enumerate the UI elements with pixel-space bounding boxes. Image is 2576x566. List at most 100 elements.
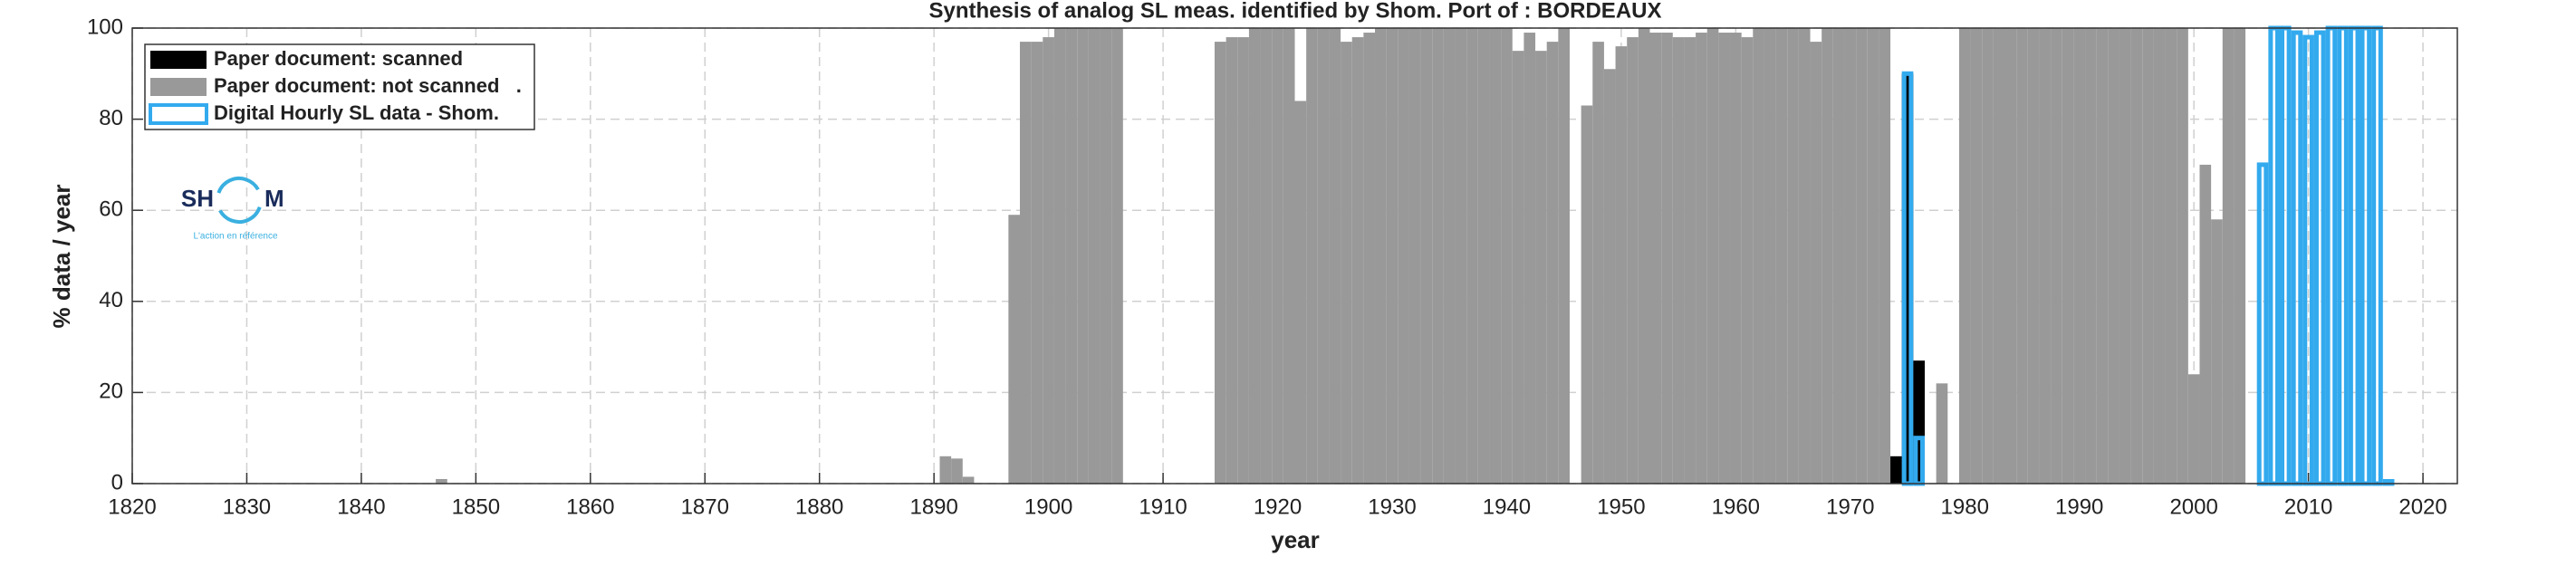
legend-swatch <box>150 51 207 69</box>
bar <box>1706 28 1719 484</box>
bar <box>1466 28 1478 484</box>
bar <box>2165 28 2177 484</box>
bar <box>1375 28 1387 484</box>
bar <box>2062 28 2074 484</box>
x-axis-label: year <box>1271 526 1320 553</box>
bar <box>1111 28 1123 484</box>
bar <box>1214 42 1226 484</box>
x-tick-label: 1950 <box>1597 494 1645 519</box>
bar <box>1053 28 1066 484</box>
bar <box>2119 28 2131 484</box>
bar <box>1787 28 1799 484</box>
y-tick-label: 0 <box>111 470 123 494</box>
bar <box>2130 28 2143 484</box>
bar <box>1592 42 1604 484</box>
bar <box>2027 28 2040 484</box>
bar <box>1982 28 1994 484</box>
bar <box>2153 28 2166 484</box>
bar <box>2039 28 2052 484</box>
x-tick-label: 1850 <box>452 494 500 519</box>
x-tick-label: 1980 <box>1941 494 1989 519</box>
bar <box>1890 456 1902 484</box>
bar <box>1684 37 1697 484</box>
bar <box>1753 28 1764 484</box>
x-tick-label: 1870 <box>681 494 729 519</box>
bar <box>2211 219 2223 484</box>
x-tick-label: 1990 <box>2055 494 2103 519</box>
bar <box>1398 28 1409 484</box>
legend-swatch <box>150 78 207 96</box>
bar <box>436 478 447 484</box>
bar <box>1581 105 1593 484</box>
bar <box>1065 28 1078 484</box>
bar <box>1329 28 1341 484</box>
bar <box>2108 28 2119 484</box>
logo-tagline: L'action en référence <box>193 232 278 242</box>
x-tick-label: 1940 <box>1483 494 1531 519</box>
bar <box>939 456 952 484</box>
bar <box>2085 28 2097 484</box>
bar <box>1341 42 1352 484</box>
bar <box>1260 28 1273 484</box>
x-tick-label: 1840 <box>337 494 385 519</box>
bar <box>2051 28 2062 484</box>
bar <box>1351 37 1364 484</box>
bar <box>1272 28 1283 484</box>
bar <box>1443 28 1456 484</box>
x-tick-label: 1910 <box>1139 494 1187 519</box>
x-tick-label: 2010 <box>2284 494 2332 519</box>
y-tick-label: 80 <box>99 106 123 130</box>
bar <box>1546 42 1559 484</box>
bar <box>1226 37 1238 484</box>
x-tick-label: 2000 <box>2169 494 2217 519</box>
bar <box>1718 33 1731 484</box>
bar <box>1764 28 1776 484</box>
bar <box>1031 42 1043 484</box>
bar <box>1730 33 1742 484</box>
bar <box>1558 28 1570 484</box>
bar <box>1317 28 1330 484</box>
logo-text: M <box>264 185 284 212</box>
bar <box>1100 28 1112 484</box>
bar <box>2096 28 2109 484</box>
x-tick-label: 1830 <box>223 494 271 519</box>
bar <box>2142 28 2154 484</box>
chart-title: Synthesis of analog SL meas. identified … <box>928 0 1661 23</box>
bar <box>2234 28 2246 484</box>
legend-label: Digital Hourly SL data - Shom. <box>214 101 499 124</box>
bar <box>2199 164 2212 484</box>
bar <box>1363 33 1376 484</box>
bar <box>1455 28 1467 484</box>
x-tick-label: 1970 <box>1826 494 1874 519</box>
bar <box>1306 28 1318 484</box>
bar <box>2187 374 2200 484</box>
x-tick-label: 1820 <box>108 494 156 519</box>
bar <box>2177 28 2188 484</box>
bar <box>1615 46 1628 484</box>
bar <box>951 458 963 484</box>
bar <box>1512 51 1524 484</box>
bar <box>1856 28 1868 484</box>
y-tick-label: 40 <box>99 288 123 312</box>
bar <box>1603 69 1616 484</box>
bar <box>1077 28 1089 484</box>
bar <box>962 476 975 484</box>
x-tick-label: 1890 <box>909 494 957 519</box>
bar <box>1844 28 1857 484</box>
legend-label: Paper document: scanned <box>214 47 463 70</box>
logo-text: SH <box>181 185 214 212</box>
y-tick-label: 100 <box>87 14 123 39</box>
bar <box>1649 33 1662 484</box>
bar <box>1248 28 1261 484</box>
x-tick-label: 1960 <box>1712 494 1760 519</box>
legend-box <box>144 43 535 130</box>
bar <box>1832 28 1845 484</box>
x-tick-label: 2020 <box>2398 494 2446 519</box>
bar <box>1283 28 1295 484</box>
y-tick-label: 60 <box>99 197 123 222</box>
bar <box>1936 383 1948 484</box>
bar <box>1672 37 1685 484</box>
plot-frame <box>131 27 2458 484</box>
bar <box>1432 28 1444 484</box>
